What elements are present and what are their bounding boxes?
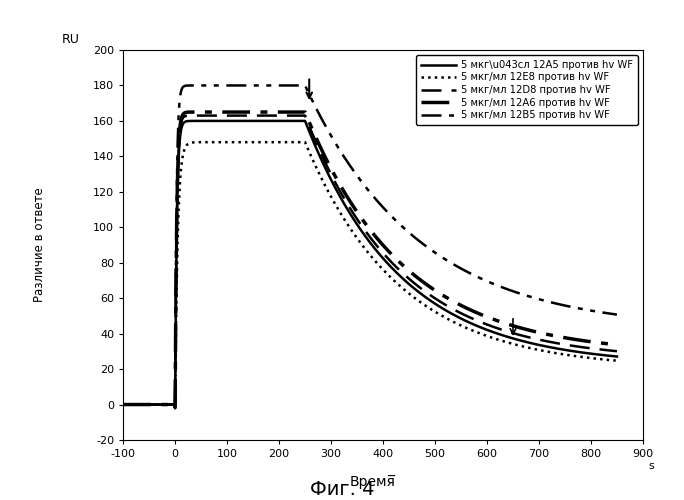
5 мкг/мл 12D8 против hv WF [537,337,545,343]
5 мкг/мл 12A6 против hv WF [170,404,179,409]
5 мкг/мл 12E8 против hv WF [537,348,545,354]
5 мкг/мл 12A6 против hv WF [613,342,621,348]
5 мкг/мл 12D8 против hv WF [613,348,621,354]
Line: 5 мкг\u043cл 12A5 против hv WF: 5 мкг\u043cл 12A5 против hv WF [123,121,617,408]
5 мкг\u043cл 12A5 против hv WF [119,402,127,407]
5 мкг/мл 12D8 против hv WF [230,112,238,118]
5 мкг/мл 12D8 против hv WF [170,404,179,409]
5 мкг/мл 12D8 против hv WF [119,402,127,407]
5 мкг/мл 12A6 против hv WF [171,405,179,411]
Line: 5 мкг/мл 12B5 против hv WF: 5 мкг/мл 12B5 против hv WF [123,86,617,408]
5 мкг/мл 12B5 против hv WF [537,297,545,303]
5 мкг/мл 12E8 против hv WF [171,405,179,411]
5 мкг\u043cл 12A5 против hv WF [236,118,244,124]
5 мкг\u043cл 12A5 против hv WF [171,405,179,411]
5 мкг/мл 12A6 против hv WF [295,109,304,115]
5 мкг/мл 12D8 против hv WF [452,308,460,314]
5 мкг/мл 12E8 против hv WF [613,358,621,364]
5 мкг\u043cл 12A5 против hv WF [230,118,238,124]
5 мкг\u043cл 12A5 против hv WF [452,313,460,319]
Text: Время̅̅: Время̅̅ [350,475,395,489]
5 мкг/мл 12A6 против hv WF [475,311,484,317]
5 мкг/мл 12B5 против hv WF [475,275,484,281]
Line: 5 мкг/мл 12E8 против hv WF: 5 мкг/мл 12E8 против hv WF [123,142,617,408]
5 мкг/мл 12E8 против hv WF [452,320,460,326]
5 мкг/мл 12D8 против hv WF [232,112,240,118]
5 мкг/мл 12A6 против hv WF [232,109,240,115]
Line: 5 мкг/мл 12D8 против hv WF: 5 мкг/мл 12D8 против hv WF [123,116,617,408]
5 мкг/мл 12E8 против hv WF [268,139,276,145]
5 мкг/мл 12A6 против hv WF [452,300,460,306]
Text: Фиг. 4: Фиг. 4 [310,480,374,499]
5 мкг/мл 12B5 против hv WF [171,405,179,411]
5 мкг\u043cл 12A5 против hv WF [613,354,621,360]
Legend: 5 мкг\u043cл 12A5 против hv WF, 5 мкг/мл 12E8 против hv WF, 5 мкг/мл 12D8 против: 5 мкг\u043cл 12A5 против hv WF, 5 мкг/мл… [416,55,638,125]
5 мкг/мл 12A6 против hv WF [119,402,127,407]
5 мкг/мл 12A6 против hv WF [230,109,238,115]
5 мкг/мл 12E8 против hv WF [170,404,179,409]
5 мкг\u043cл 12A5 против hv WF [475,324,484,330]
5 мкг/мл 12B5 против hv WF [170,404,179,409]
Text: Различие в ответе: Различие в ответе [34,188,47,302]
5 мкг/мл 12B5 против hv WF [452,263,460,269]
5 мкг/мл 12D8 против hv WF [295,112,304,118]
5 мкг/мл 12B5 против hv WF [295,82,304,88]
5 мкг/мл 12B5 против hv WF [226,82,235,88]
5 мкг/мл 12E8 против hv WF [230,139,238,145]
5 мкг\u043cл 12A5 против hv WF [537,342,545,348]
5 мкг/мл 12B5 против hv WF [230,82,238,88]
5 мкг/мл 12B5 против hv WF [119,402,127,407]
5 мкг/мл 12A6 против hv WF [537,330,545,336]
5 мкг/мл 12D8 против hv WF [171,405,179,411]
Line: 5 мкг/мл 12A6 против hv WF: 5 мкг/мл 12A6 против hv WF [123,112,617,408]
5 мкг/мл 12B5 против hv WF [613,312,621,318]
Text: RU: RU [62,33,80,46]
5 мкг/мл 12E8 против hv WF [295,139,304,145]
5 мкг\u043cл 12A5 против hv WF [170,404,179,409]
5 мкг\u043cл 12A5 против hv WF [295,118,304,124]
5 мкг/мл 12D8 против hv WF [475,318,484,324]
5 мкг/мл 12E8 против hv WF [119,402,127,407]
5 мкг/мл 12E8 против hv WF [475,330,484,336]
Text: s: s [648,462,654,471]
